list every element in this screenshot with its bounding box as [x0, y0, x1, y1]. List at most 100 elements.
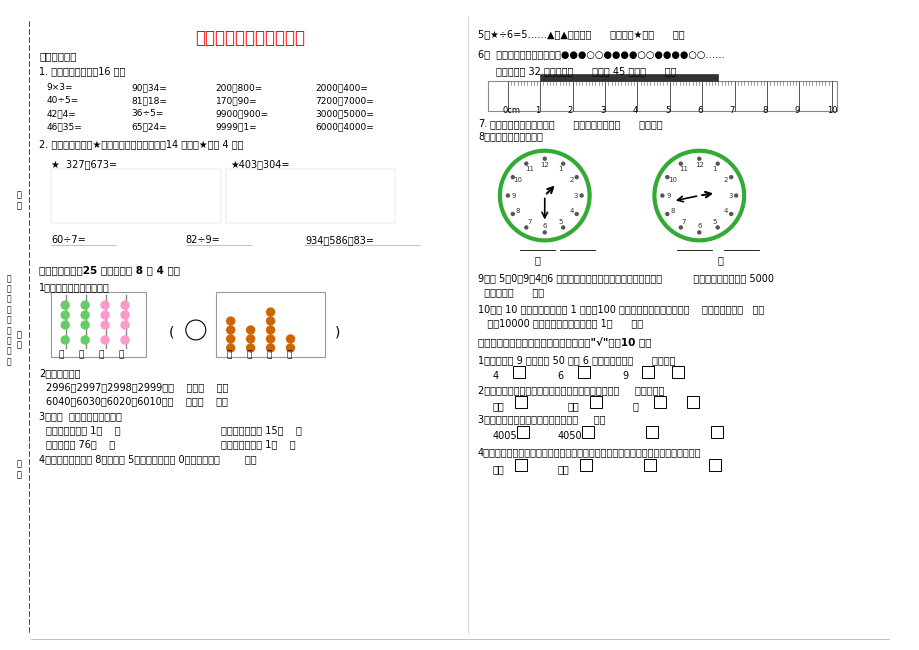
Text: 2996、2997、2998、2999、（    ）、（    ）。: 2996、2997、2998、2999、（ ）、（ ）。: [46, 382, 229, 392]
Circle shape: [246, 344, 255, 352]
Text: 8: 8: [516, 208, 519, 214]
Bar: [653, 396, 665, 408]
Text: 10: 10: [826, 106, 836, 115]
Text: 东南: 东南: [567, 400, 579, 411]
Text: 9900－900=: 9900－900=: [215, 109, 268, 118]
Text: 百: 百: [246, 350, 252, 359]
Bar: [641, 366, 653, 378]
Text: 3: 3: [573, 192, 577, 198]
Text: 11: 11: [678, 166, 687, 172]
Text: 9: 9: [511, 192, 516, 198]
Circle shape: [678, 162, 682, 165]
Circle shape: [286, 335, 294, 343]
Text: 9: 9: [665, 192, 670, 198]
Text: 6．  有一串珠子是这样排列的●●●○○●●●●○○●●●●○○……: 6． 有一串珠子是这样排列的●●●○○●●●●○○●●●●○○……: [478, 49, 724, 59]
Text: 小明: 小明: [493, 464, 505, 474]
Circle shape: [226, 317, 234, 325]
Text: 1: 1: [711, 166, 716, 172]
Text: 36÷5=: 36÷5=: [130, 109, 164, 118]
Circle shape: [505, 194, 509, 197]
Text: 82÷9=: 82÷9=: [186, 235, 221, 246]
Circle shape: [660, 194, 664, 197]
Text: 6: 6: [542, 224, 547, 229]
Circle shape: [121, 336, 129, 344]
Text: 中国象棋棋盘厚 15（    ）: 中国象棋棋盘厚 15（ ）: [221, 426, 301, 436]
Circle shape: [665, 176, 668, 179]
Text: 个: 个: [286, 350, 291, 359]
Text: 6: 6: [557, 370, 563, 381]
Text: 7: 7: [729, 106, 734, 115]
Circle shape: [678, 226, 682, 229]
Bar: [515, 460, 527, 471]
Text: 9: 9: [794, 106, 799, 115]
Text: 10．把 10 张纸摞起来大约厚 1 毫米，100 张这样的纸摞起来大约厚（    ）毫米，就是（   ）厘: 10．把 10 张纸摞起来大约厚 1 毫米，100 张这样的纸摞起来大约厚（ ）…: [478, 304, 764, 314]
Text: 4．小明的画片比小强少一些。小强的画片比小林多一些。三个人中，谁的画片最多？: 4．小明的画片比小强少一些。小强的画片比小林多一些。三个人中，谁的画片最多？: [478, 447, 700, 458]
Circle shape: [562, 162, 564, 165]
Bar: [709, 460, 720, 471]
Bar: [643, 460, 655, 471]
Text: 4: 4: [493, 370, 498, 381]
Text: 4．一个数，千位是 8，十位是 5，其它数位上是 0，这个数是（        ）。: 4．一个数，千位是 8，十位是 5，其它数位上是 0，这个数是（ ）。: [40, 454, 256, 465]
Circle shape: [716, 226, 719, 229]
Circle shape: [62, 336, 69, 344]
Text: 2. 用竖式计算（带★的需写出验算过程）。（14 分，带★每题 4 分）: 2. 用竖式计算（带★的需写出验算过程）。（14 分，带★每题 4 分）: [40, 139, 244, 149]
Text: 9: 9: [622, 370, 628, 381]
Text: (: (: [169, 326, 175, 340]
Text: 1. 直接写出得数。（16 分）: 1. 直接写出得数。（16 分）: [40, 66, 126, 76]
Circle shape: [665, 213, 668, 215]
Text: 10: 10: [513, 177, 522, 183]
Circle shape: [267, 335, 274, 343]
Text: 3．下面各数中，一个零也不读的是（     ）。: 3．下面各数中，一个零也不读的是（ ）。: [478, 415, 605, 424]
Circle shape: [524, 162, 528, 165]
Bar: [577, 366, 589, 378]
Circle shape: [580, 194, 583, 197]
Text: 6040、6030、6020、6010、（    ）、（    ）。: 6040、6030、6020、6010、（ ）、（ ）。: [46, 396, 228, 406]
Text: 7.: 7.: [478, 119, 487, 129]
Circle shape: [574, 213, 577, 215]
Circle shape: [697, 231, 700, 234]
Bar: [539, 74, 718, 81]
Text: 2: 2: [567, 106, 573, 115]
Circle shape: [267, 326, 274, 334]
Text: 考
生
答
题
不
要
过
此
线: 考 生 答 题 不 要 过 此 线: [7, 274, 12, 366]
Circle shape: [81, 301, 89, 309]
Text: 米，10000 张这样的纸摞起来大约厚 1（      ）。: 米，10000 张这样的纸摞起来大约厚 1（ ）。: [478, 318, 642, 328]
Circle shape: [729, 213, 732, 215]
Text: 一、认真计算: 一、认真计算: [40, 51, 76, 61]
Circle shape: [697, 157, 700, 160]
Text: 4050: 4050: [557, 430, 582, 441]
Text: 5: 5: [558, 219, 562, 226]
Text: 46＋35=: 46＋35=: [46, 122, 82, 131]
Text: 65＋24=: 65＋24=: [130, 122, 166, 131]
Circle shape: [62, 311, 69, 319]
Circle shape: [524, 226, 528, 229]
Circle shape: [121, 321, 129, 329]
Bar: [581, 426, 593, 437]
Text: 5: 5: [664, 106, 669, 115]
Text: 2: 2: [569, 177, 573, 183]
Text: 9999＋1=: 9999＋1=: [215, 122, 257, 131]
Bar: [487, 81, 836, 111]
Circle shape: [502, 153, 587, 239]
Bar: [672, 366, 684, 378]
Circle shape: [121, 301, 129, 309]
Bar: [646, 426, 658, 437]
Text: 1: 1: [535, 106, 540, 115]
Text: 42－4=: 42－4=: [46, 109, 76, 118]
Text: 南: 南: [631, 400, 638, 411]
Text: 十: 十: [98, 350, 103, 359]
Circle shape: [81, 321, 89, 329]
Text: 0cm: 0cm: [503, 106, 520, 115]
Text: 6000－4000=: 6000－4000=: [315, 122, 374, 131]
Text: 12: 12: [694, 162, 703, 168]
Text: 图上所示的线段长度是（      ）毫米，大约是（      ）厘米。: 图上所示的线段长度是（ ）毫米，大约是（ ）厘米。: [490, 119, 662, 129]
Text: 千: 千: [58, 350, 63, 359]
Text: 90－34=: 90－34=: [130, 83, 166, 92]
Text: 二、细心填空（25 分，其中第 8 题 4 分）: 二、细心填空（25 分，其中第 8 题 4 分）: [40, 265, 180, 275]
Text: 11: 11: [524, 166, 533, 172]
Circle shape: [62, 321, 69, 329]
Text: 934－586＋83=: 934－586＋83=: [305, 235, 374, 246]
Text: 学
校: 学 校: [17, 460, 22, 479]
Text: ): ): [335, 326, 340, 340]
Circle shape: [267, 317, 274, 325]
